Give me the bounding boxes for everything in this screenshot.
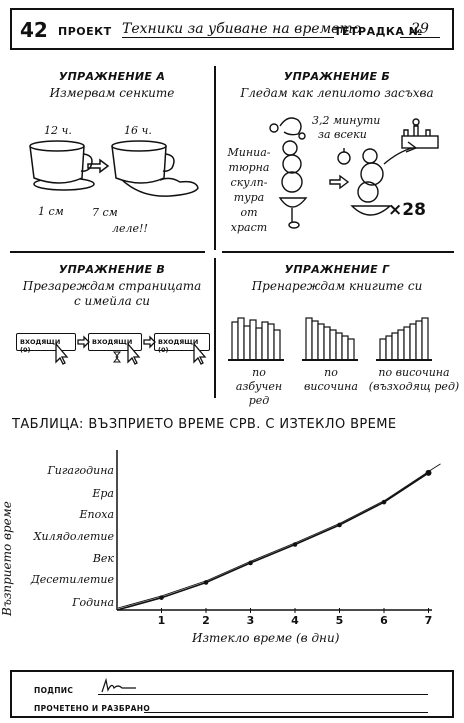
project-label: ПРОЕКТ <box>58 25 112 38</box>
x-tick-label: 4 <box>291 614 299 627</box>
notebook-number: 29 <box>400 21 440 38</box>
y-tick-label: Десетилетие <box>30 573 114 586</box>
exercise-c-subtitle: Презареждам страницата с имейла си <box>14 279 210 309</box>
grid-divider-left <box>10 251 205 253</box>
signature-line[interactable] <box>98 694 428 695</box>
chart-plot-area <box>116 450 441 613</box>
y-tick-label: Ера <box>92 487 114 500</box>
signature-box: ПОДПИС ПРОЧЕТЕНО И РАЗБРАНО <box>10 670 454 718</box>
x-tick-label: 7 <box>424 614 433 627</box>
exercise-b-subtitle: Гледам как лепилото засъхва <box>240 86 434 100</box>
book-sort-label-2: по височина <box>298 366 364 394</box>
sculpture-caption-line: тюрна <box>228 161 270 174</box>
book-sort-label-line: по <box>252 366 266 379</box>
glue-sculpture-illustration <box>269 117 439 229</box>
project-title: Техники за убиване на времето <box>122 21 362 38</box>
x-tick-label: 6 <box>380 614 388 627</box>
rate-line: за всеки <box>318 128 367 141</box>
exercise-c-heading: УПРАЖНЕНИЕ В <box>58 263 166 276</box>
y-tick-label: Гигагодина <box>47 464 114 477</box>
book-sort-label-line: по височина <box>378 366 450 379</box>
notebook-label: ТЕТРАДКА № <box>334 25 423 38</box>
sculpture-caption-line: скулп- <box>230 176 268 189</box>
grid-divider-right <box>222 251 454 253</box>
y-tick-label: Век <box>92 552 114 565</box>
sculpture-caption-line: от <box>240 206 258 219</box>
exercise-a-subtitle: Измервам сенките <box>49 86 175 100</box>
y-tick-label: Епоха <box>79 508 115 521</box>
x-axis-title: Изтекло време (в дни) <box>192 631 340 645</box>
page-number: 42 <box>20 18 48 42</box>
grid-divider-top <box>214 66 216 250</box>
book-sort-label-line: (възходящ ред) <box>368 380 460 393</box>
signature-label: ПОДПИС <box>34 686 74 695</box>
data-point <box>159 595 164 600</box>
measure-1cm: 1 см <box>38 205 64 218</box>
x-tick-label: 3 <box>246 614 255 627</box>
read-label: ПРОЧЕТЕНО И РАЗБРАНО <box>34 704 151 713</box>
table-title: ТАБЛИЦА: ВЪЗПРИЕТО ВРЕМЕ СРВ. С ИЗТЕКЛО … <box>12 417 397 432</box>
data-point <box>203 580 209 585</box>
rate-line: 3,2 минути <box>312 114 381 127</box>
sculpture-caption-line: тура <box>233 191 265 204</box>
book-sort-label-line: по <box>324 366 338 379</box>
sculpture-caption: Миниа- тюрна скулп- тура от храст <box>226 145 272 235</box>
signature-scribble <box>101 678 136 693</box>
read-line[interactable] <box>144 712 428 713</box>
shadow-cups-illustration <box>29 140 199 197</box>
sculpture-caption-line: Миниа- <box>227 146 271 159</box>
data-point <box>425 469 432 476</box>
book-sort-label-3: по височина (възходящ ред) <box>366 366 462 394</box>
series-line <box>116 472 429 611</box>
data-point <box>248 560 253 566</box>
grid-divider-bottom <box>214 258 216 398</box>
sculpture-caption-line: храст <box>230 221 268 234</box>
rate-caption: 3,2 минути за всеки <box>312 114 380 142</box>
exercise-d-heading: УПРАЖНЕНИЕ Г <box>284 263 390 276</box>
exercise-b-heading: УПРАЖНЕНИЕ Б <box>283 70 391 83</box>
exercise-a-heading: УПРАЖНЕНИЕ А <box>58 70 166 83</box>
data-point <box>337 522 342 528</box>
x-tick-label: 5 <box>335 614 344 627</box>
exercise-d-subtitle: Пренареждам книгите си <box>251 279 423 293</box>
data-point <box>381 499 387 505</box>
exercise-c-subtitle-line: Презареждам страницата <box>22 279 202 293</box>
label-16h: 16 ч. <box>124 124 152 137</box>
label-12h: 12 ч. <box>44 124 72 137</box>
series-line-sketch <box>117 463 441 609</box>
x-tick-label: 2 <box>202 614 210 627</box>
y-tick-label: Хилядолетие <box>33 530 114 543</box>
x-tick-label: 1 <box>157 614 166 627</box>
bookshelves-illustration <box>228 317 432 361</box>
book-sort-label-line: азбучен ред <box>235 380 283 407</box>
data-point <box>292 542 298 547</box>
y-tick-label: Година <box>72 596 114 609</box>
book-sort-label-line: височина <box>303 380 358 393</box>
exclaim-label: леле!! <box>112 222 148 235</box>
book-sort-label-1: по азбучен ред <box>226 366 292 408</box>
inbox-button-1: ВХОДЯЩИ (0) <box>16 333 76 354</box>
times-count: ×28 <box>388 200 426 220</box>
measure-7cm: 7 см <box>92 206 118 219</box>
exercise-c-subtitle-line: с имейла си <box>73 294 151 308</box>
page-header: 42 ПРОЕКТ Техники за убиване на времето … <box>10 8 454 50</box>
inbox-arrows-illustration <box>55 335 207 365</box>
